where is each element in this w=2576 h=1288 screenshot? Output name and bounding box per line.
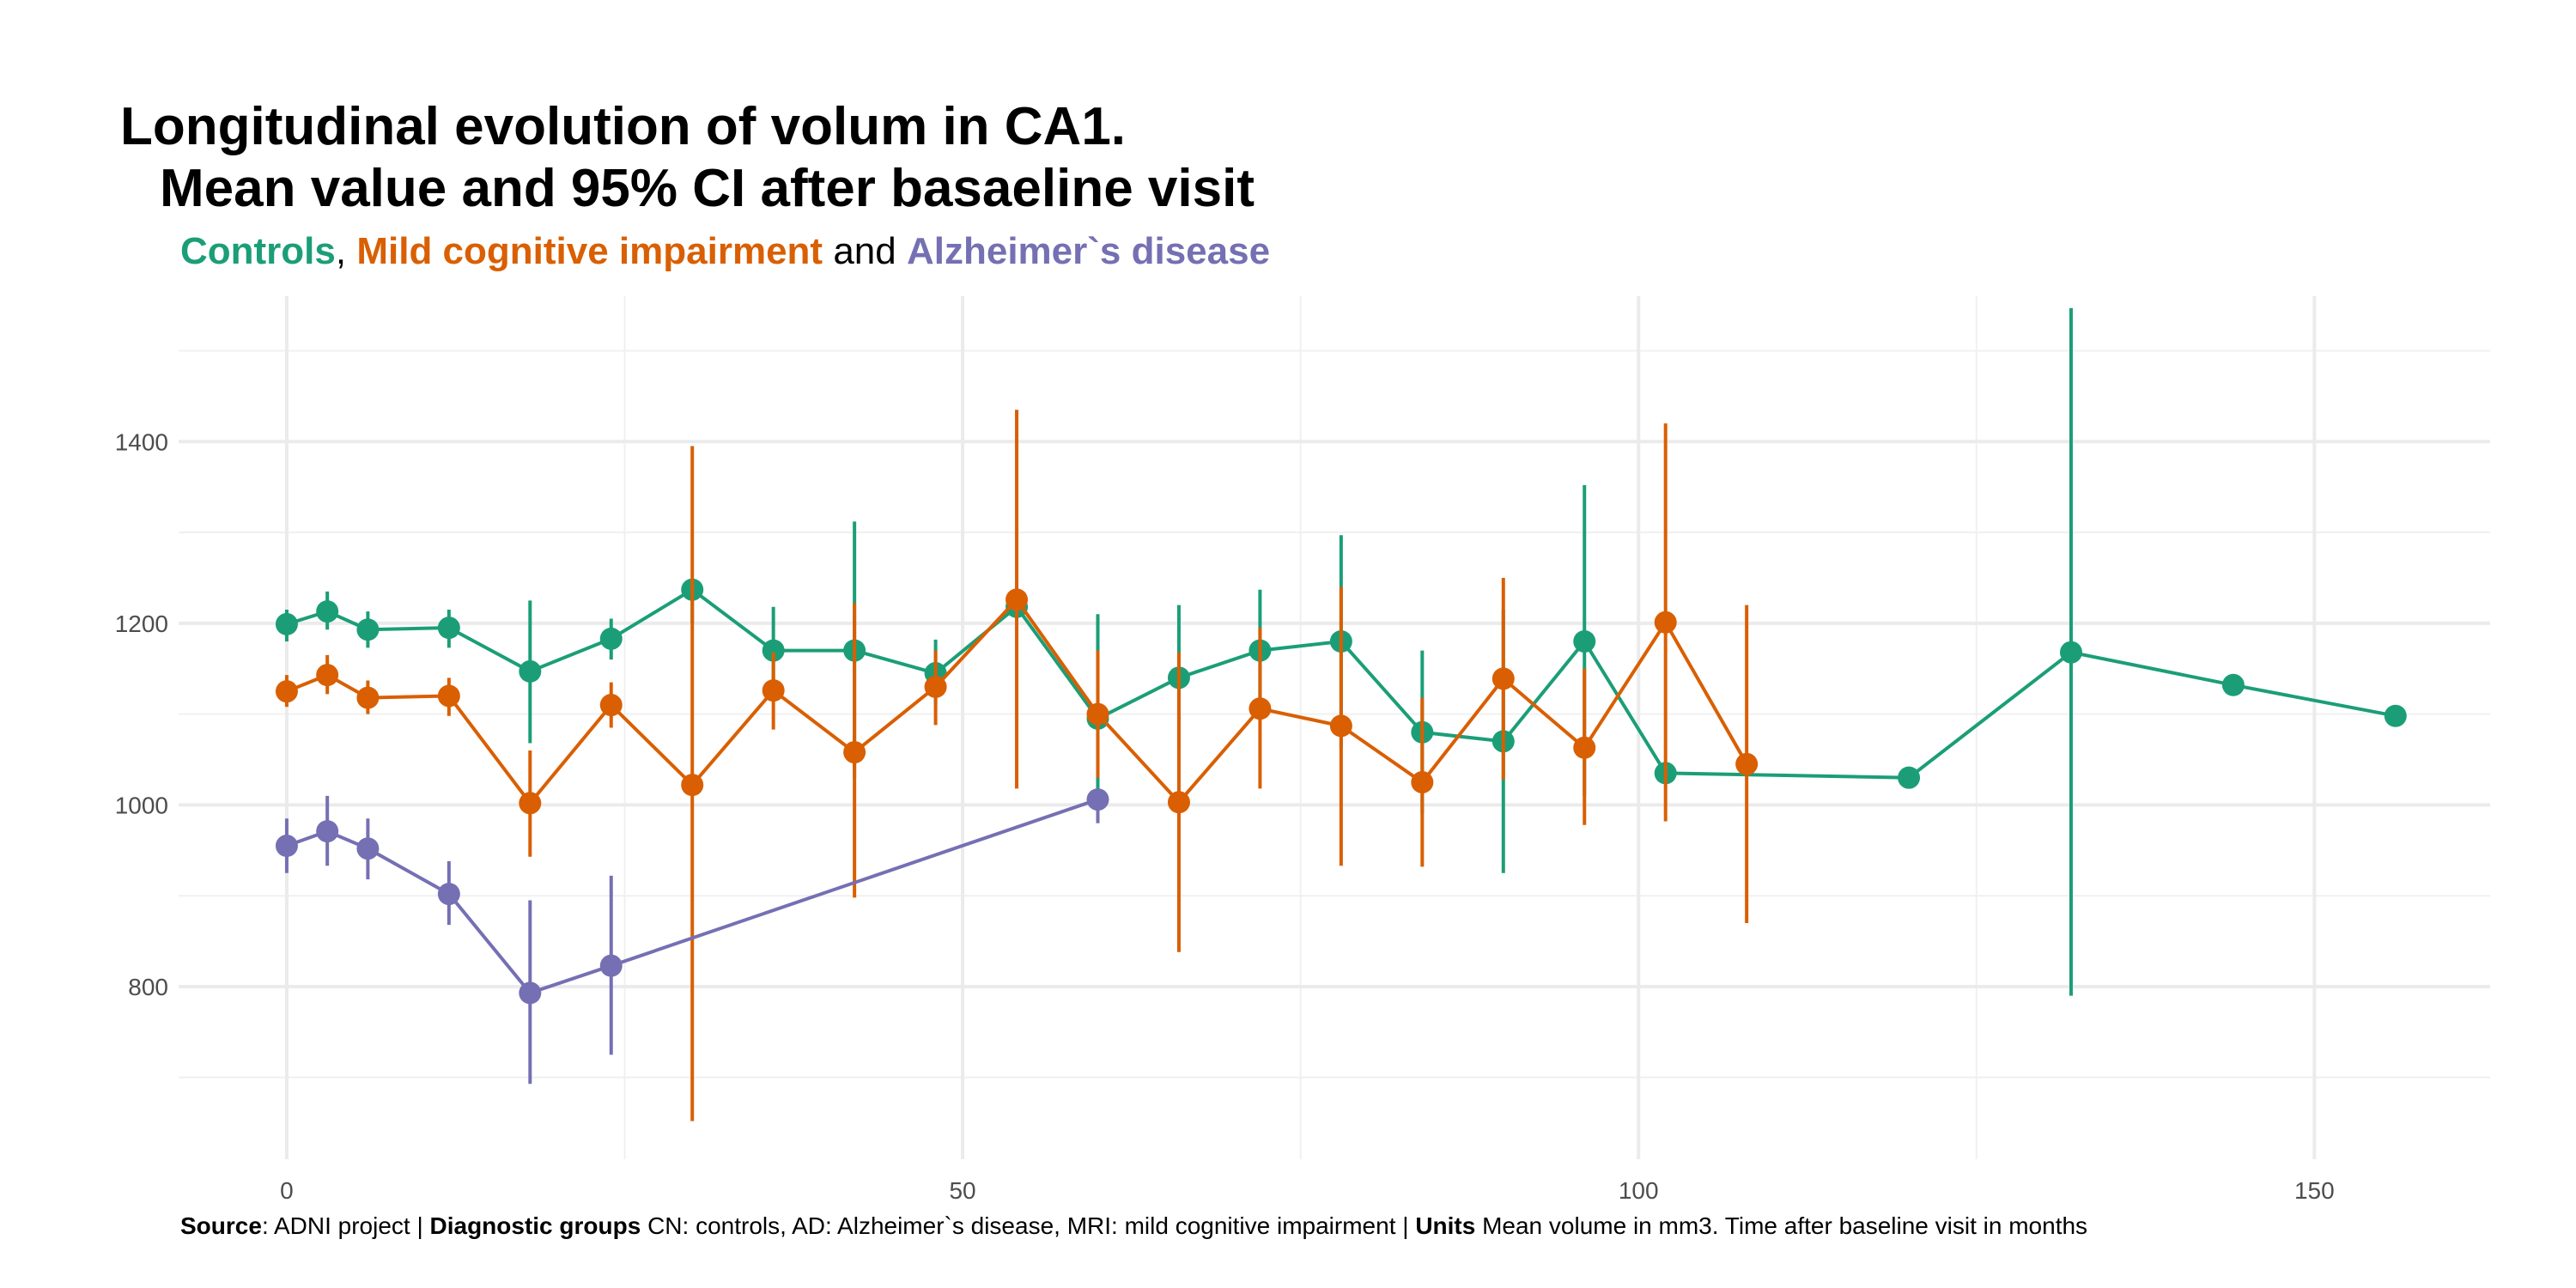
- data-point: [437, 684, 460, 708]
- data-point: [843, 741, 866, 764]
- data-point: [1492, 667, 1515, 690]
- data-point: [356, 837, 380, 860]
- tick-labels: 0 50 100 150 800 1000 1200 1400: [115, 428, 2335, 1204]
- caption: Source: ADNI project | Diagnostic groups…: [180, 1212, 2087, 1240]
- y-tick-label: 1400: [115, 428, 168, 455]
- data-point: [437, 883, 460, 906]
- series-controls: [275, 307, 2407, 996]
- x-tick-label: 50: [949, 1177, 975, 1204]
- data-point: [2059, 641, 2082, 664]
- caption-groups-text: CN: controls, AD: Alzheimer`s disease, M…: [641, 1212, 1416, 1239]
- x-tick-label: 0: [280, 1177, 294, 1204]
- data-point: [599, 627, 623, 650]
- data-point: [1086, 788, 1109, 811]
- chart-title: Longitudinal evolution of volum in CA1. M…: [120, 96, 1255, 220]
- data-point: [519, 792, 542, 815]
- x-tick-label: 100: [1619, 1177, 1659, 1204]
- data-point: [924, 675, 947, 698]
- data-point: [356, 618, 380, 641]
- data-point: [1167, 791, 1190, 814]
- caption-units-text: Mean volume in mm3. Time after baseline …: [1475, 1212, 2088, 1239]
- y-tick-label: 1200: [115, 611, 168, 637]
- caption-source-text: : ADNI project |: [261, 1212, 430, 1239]
- data-point: [316, 600, 339, 623]
- data-point: [1735, 752, 1759, 775]
- title-line-1: Longitudinal evolution of volum in CA1.: [120, 97, 1127, 156]
- subtitle-sep-2: and: [823, 230, 907, 272]
- data-point: [275, 835, 298, 858]
- data-point: [316, 664, 339, 687]
- subtitle-mci: Mild cognitive impairment: [356, 230, 823, 272]
- data-point: [2384, 704, 2407, 727]
- grid: [179, 296, 2490, 1159]
- data-point: [2221, 673, 2245, 696]
- data-point: [1005, 588, 1029, 611]
- subtitle-sep-1: ,: [335, 230, 357, 272]
- data-point: [1249, 697, 1272, 720]
- data-point: [599, 694, 623, 717]
- y-tick-label: 800: [128, 974, 168, 1000]
- subtitle-ad: Alzheimer`s disease: [906, 230, 1271, 272]
- caption-source-label: Source: [180, 1212, 262, 1239]
- data-point: [356, 686, 380, 709]
- data-point: [519, 659, 542, 683]
- caption-groups-label: Diagnostic groups: [429, 1212, 641, 1239]
- data-point: [275, 680, 298, 703]
- data-point: [275, 612, 298, 635]
- series-mild-cognitive-impairment: [275, 410, 1759, 1121]
- data-point: [1898, 766, 1921, 789]
- data-point: [599, 954, 623, 977]
- data-point: [1573, 630, 1596, 653]
- data-point: [519, 981, 542, 1005]
- subtitle-controls: Controls: [180, 230, 336, 272]
- data-point: [1411, 770, 1434, 793]
- data-point: [1329, 714, 1352, 738]
- y-tick-label: 1000: [115, 792, 168, 818]
- title-line-2: Mean value and 95% CI after basaeline vi…: [160, 159, 1255, 218]
- data-point: [681, 774, 704, 797]
- series-line: [286, 597, 1748, 806]
- data-point: [762, 639, 785, 662]
- data-point: [762, 679, 785, 702]
- series-layer: [275, 307, 2407, 1121]
- x-tick-label: 150: [2294, 1177, 2335, 1204]
- data-point: [1086, 702, 1109, 726]
- data-point: [1654, 611, 1677, 634]
- chart-subtitle: Controls, Mild cognitive impairment and …: [180, 230, 1270, 273]
- data-point: [1573, 736, 1596, 759]
- series-alzheimer-s-disease: [275, 788, 1109, 1084]
- data-point: [316, 820, 339, 843]
- caption-units-label: Units: [1415, 1212, 1476, 1239]
- data-point: [437, 617, 460, 640]
